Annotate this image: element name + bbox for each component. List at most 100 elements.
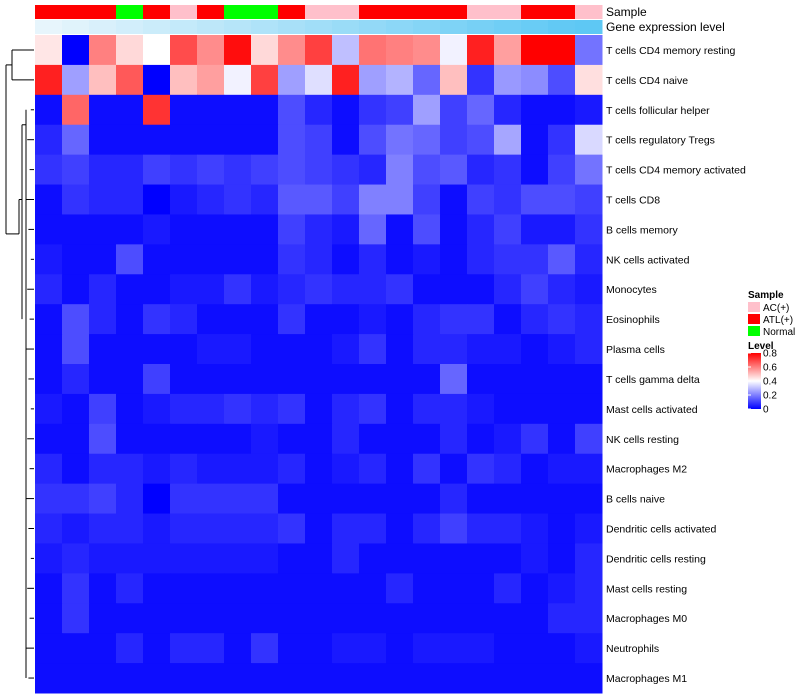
heatmap-cells [35,35,603,694]
sample-annotation-cell [494,5,522,19]
heatmap-cell [305,663,333,694]
heatmap-cell [143,334,171,365]
heatmap-cell [278,663,306,694]
heatmap-cell [440,543,468,574]
heatmap-cell [143,453,171,485]
heatmap-cell [494,483,522,515]
heatmap-cell [575,513,603,544]
heatmap-cell [521,35,549,66]
heatmap-cell [278,393,306,425]
heatmap-cell [332,94,360,126]
row-label: Macrophages M2 [606,464,687,476]
heatmap-cell [62,543,90,574]
heatmap-cell [386,663,414,694]
heatmap-cell [386,154,414,186]
heatmap-cell [359,453,387,485]
heatmap-cell [359,364,387,395]
heatmap-cell [413,244,441,275]
heatmap-cell [116,334,144,365]
heatmap-cell [251,274,279,305]
heatmap-cell [521,393,549,425]
heatmap-cell [197,364,225,395]
heatmap-cell [548,513,576,544]
heatmap-cell [197,214,225,245]
heatmap-cell [575,154,603,186]
row-label: Dendritic cells activated [606,524,716,536]
heatmap-cell [440,94,468,126]
heatmap-cell [143,393,171,425]
heatmap-cell [170,154,198,186]
heatmap-cell [548,184,576,215]
row-label: T cells gamma delta [606,374,700,386]
heatmap-cell [170,214,198,245]
heatmap-cell [548,483,576,515]
heatmap-cell [35,603,63,634]
heatmap-cell [35,244,63,275]
heatmap-cell [62,154,90,186]
heatmap-cell [548,94,576,126]
heatmap-cell [332,483,360,515]
heatmap-cell [332,304,360,335]
heatmap-cell [440,513,468,544]
heatmap-cell [278,64,306,96]
sample-annotation-label: Sample [606,5,647,19]
heatmap-cell [575,304,603,335]
heatmap-cell [89,603,117,634]
heatmap-cell [89,573,117,604]
heatmap-cell [170,35,198,66]
heatmap-cell [305,513,333,544]
legend-swatch [748,302,760,312]
heatmap-cell [251,364,279,395]
row-label: T cells CD4 memory resting [606,45,735,57]
heatmap-cell [548,334,576,365]
sample-annotation-cell [332,5,360,19]
heatmap-cell [305,184,333,215]
heatmap-cell [35,543,63,574]
heatmap-cell [197,573,225,604]
heatmap-cell [467,64,495,96]
row-label: Mast cells activated [606,404,698,416]
heatmap-cell [305,64,333,96]
row-label: NK cells resting [606,434,679,446]
heatmap-cell [467,274,495,305]
heatmap-cell [89,453,117,485]
heatmap-cell [467,543,495,574]
sample-annotation-cell [62,5,90,19]
heatmap-cell [224,633,252,664]
heatmap-cell [440,453,468,485]
heatmap-cell [89,244,117,275]
heatmap-cell [575,334,603,365]
heatmap-cell [170,543,198,574]
heatmap-cell [413,184,441,215]
heatmap-cell [413,543,441,574]
heatmap-cell [251,214,279,245]
heatmap-cell [332,244,360,275]
heatmap-cell [548,543,576,574]
heatmap-cell [305,633,333,664]
row-label: Plasma cells [606,344,665,356]
heatmap-cell [278,453,306,485]
expression-annotation-cell [224,20,252,34]
heatmap-cell [575,483,603,515]
heatmap-cell [548,633,576,664]
legend-sample-entries: AC(+)ATL(+)Normal [748,302,795,338]
heatmap-cell [143,35,171,66]
expression-annotation-cell [278,20,306,34]
heatmap-cell [251,603,279,634]
heatmap-cell [197,483,225,515]
expression-annotation-cell [494,20,522,34]
heatmap-cell [278,244,306,275]
legend-tick-label: 0.8 [763,349,777,360]
heatmap-cell [413,663,441,694]
heatmap-cell [575,573,603,604]
heatmap-cell [143,94,171,126]
heatmap-cell [521,483,549,515]
heatmap-cell [224,423,252,455]
heatmap-cell [116,633,144,664]
heatmap-cell [467,603,495,634]
heatmap-cell [143,274,171,305]
heatmap-cell [332,603,360,634]
heatmap-cell [332,364,360,395]
row-label: Macrophages M1 [606,673,687,685]
row-dendrogram [5,49,34,679]
